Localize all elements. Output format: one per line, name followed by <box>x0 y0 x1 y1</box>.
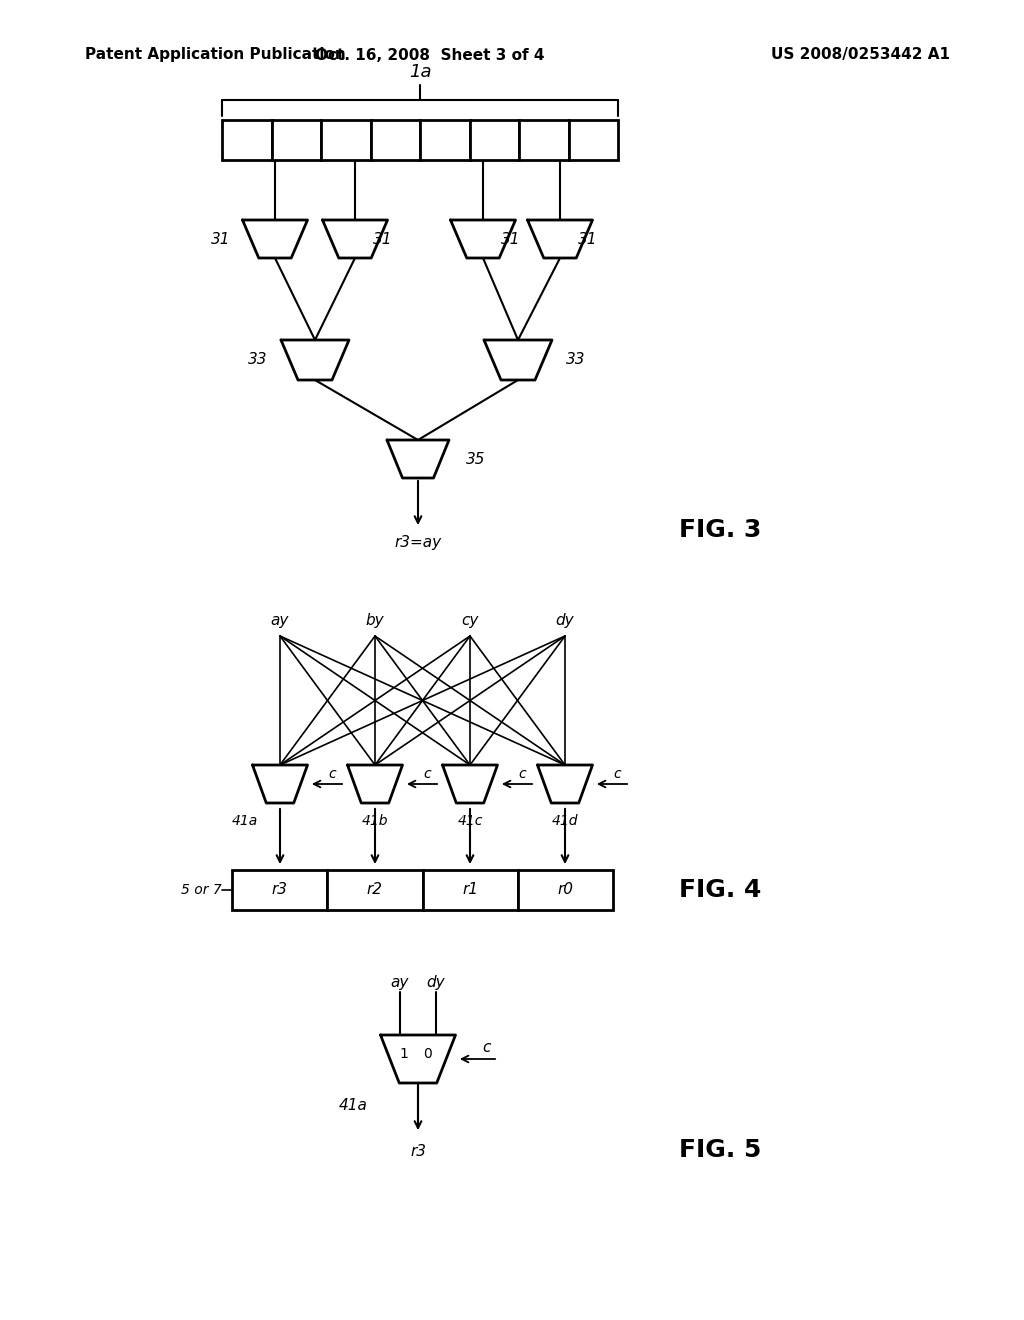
Text: 35: 35 <box>466 451 485 466</box>
Text: 1a: 1a <box>409 63 431 81</box>
Text: FIG. 5: FIG. 5 <box>679 1138 761 1162</box>
Text: FIG. 3: FIG. 3 <box>679 517 761 543</box>
Text: r3: r3 <box>410 1143 426 1159</box>
Text: r3: r3 <box>271 883 288 898</box>
Text: 31: 31 <box>578 231 597 247</box>
Bar <box>271 120 321 160</box>
Polygon shape <box>381 1035 456 1082</box>
Text: 31: 31 <box>373 231 392 247</box>
Text: cy: cy <box>462 612 478 628</box>
Text: 33: 33 <box>566 352 586 367</box>
Text: by: by <box>366 612 384 628</box>
Bar <box>321 120 371 160</box>
Text: dy: dy <box>556 612 574 628</box>
Polygon shape <box>253 766 307 803</box>
Text: c: c <box>518 767 525 781</box>
Polygon shape <box>451 220 515 257</box>
Polygon shape <box>323 220 387 257</box>
Polygon shape <box>281 341 349 380</box>
Text: c: c <box>423 767 431 781</box>
Text: c: c <box>613 767 621 781</box>
Text: c: c <box>328 767 336 781</box>
Text: r2: r2 <box>367 883 383 898</box>
Polygon shape <box>347 766 402 803</box>
Polygon shape <box>538 766 593 803</box>
Bar <box>568 120 618 160</box>
Polygon shape <box>387 440 449 478</box>
Text: r3=ay: r3=ay <box>394 536 441 550</box>
Polygon shape <box>442 766 498 803</box>
Text: 41b: 41b <box>361 814 388 828</box>
Text: 1: 1 <box>399 1047 409 1061</box>
Text: FIG. 4: FIG. 4 <box>679 878 761 902</box>
Text: 5 or 7: 5 or 7 <box>181 883 222 898</box>
Text: 41c: 41c <box>458 814 482 828</box>
Text: c: c <box>482 1040 490 1055</box>
Text: dy: dy <box>427 975 445 990</box>
Text: r0: r0 <box>557 883 573 898</box>
Bar <box>328 870 423 909</box>
Text: Patent Application Publication: Patent Application Publication <box>85 48 346 62</box>
Text: 41d: 41d <box>552 814 579 828</box>
Bar <box>420 120 469 160</box>
Polygon shape <box>527 220 593 257</box>
Polygon shape <box>243 220 307 257</box>
Text: ay: ay <box>270 612 289 628</box>
Text: US 2008/0253442 A1: US 2008/0253442 A1 <box>771 48 950 62</box>
Text: r1: r1 <box>462 883 478 898</box>
Text: 33: 33 <box>248 352 267 367</box>
Bar <box>469 120 519 160</box>
Text: 41a: 41a <box>231 814 258 828</box>
Bar <box>371 120 420 160</box>
Text: 0: 0 <box>424 1047 432 1061</box>
Text: 31: 31 <box>501 231 520 247</box>
Text: Oct. 16, 2008  Sheet 3 of 4: Oct. 16, 2008 Sheet 3 of 4 <box>315 48 545 62</box>
Bar <box>519 120 568 160</box>
Bar <box>232 870 328 909</box>
Bar <box>423 870 518 909</box>
Text: ay: ay <box>391 975 410 990</box>
Text: 31: 31 <box>211 231 230 247</box>
Bar <box>518 870 613 909</box>
Text: 41a: 41a <box>339 1097 368 1113</box>
Bar <box>222 120 271 160</box>
Polygon shape <box>484 341 552 380</box>
